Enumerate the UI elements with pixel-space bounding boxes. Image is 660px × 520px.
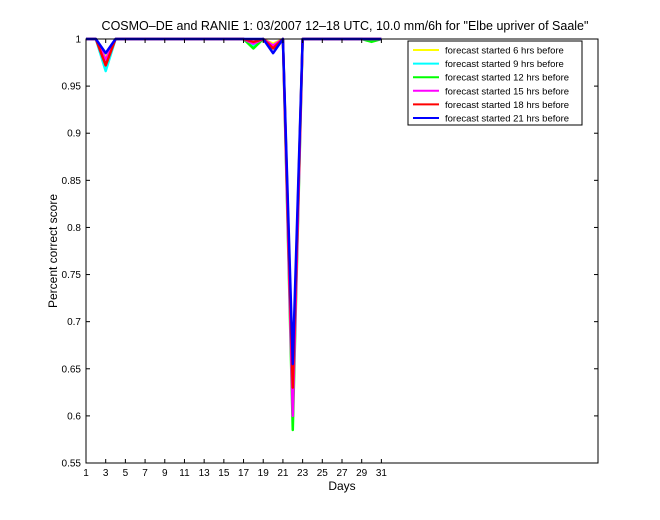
x-tick-label: 11 [179,468,190,479]
y-axis: 0.55 0.6 0.65 0.7 0.75 0.8 0.85 0.9 0.95 1 [62,35,598,470]
legend-label-2: forecast started 9 hrs before [445,59,564,70]
x-tick-label: 3 [103,468,109,479]
x-axis-label: Days [328,479,355,493]
legend-label-6: forecast started 21 hrs before [445,114,569,125]
y-tick-label: 0.7 [67,317,81,328]
x-tick-label: 15 [218,468,230,479]
y-tick-label: 1 [75,35,81,46]
x-tick-label: 23 [297,468,309,479]
x-tick-label: 31 [376,468,388,479]
x-tick-label: 7 [142,468,148,479]
x-axis: 1 3 5 7 9 11 13 15 17 19 21 23 25 27 29 31 [83,39,387,479]
legend-label-4: forecast started 15 hrs before [445,86,569,97]
x-tick-label: 13 [199,468,211,479]
y-tick-label: 0.8 [67,223,81,234]
y-tick-label: 0.9 [67,129,81,140]
y-tick-label: 0.75 [62,270,82,281]
y-tick-label: 0.55 [62,459,82,470]
y-tick-label: 0.65 [62,364,82,375]
legend-box [407,40,583,126]
legend-label-5: forecast started 18 hrs before [445,100,569,111]
chart-title: COSMO–DE and RANIE 1: 03/2007 12–18 UTC,… [102,19,589,33]
y-tick-label: 0.95 [62,82,82,93]
legend-label-1: forecast started 6 hrs before [445,46,564,57]
x-tick-label: 1 [83,468,89,479]
x-tick-label: 19 [258,468,270,479]
x-tick-label: 17 [238,468,250,479]
y-tick-label: 0.85 [62,176,82,187]
legend-items: forecast started 6 hrs before forecast st… [413,46,569,125]
legend: forecast started 6 hrs before forecast st… [407,40,583,126]
legend-label-3: forecast started 12 hrs before [445,73,569,84]
x-tick-label: 25 [317,468,329,479]
x-tick-label: 5 [123,468,129,479]
x-tick-label: 27 [336,468,348,479]
x-tick-label: 9 [162,468,168,479]
y-axis-label: Percent correct score [46,194,60,308]
x-tick-label: 29 [356,468,368,479]
y-tick-label: 0.6 [67,411,81,422]
x-tick-label: 21 [277,468,289,479]
